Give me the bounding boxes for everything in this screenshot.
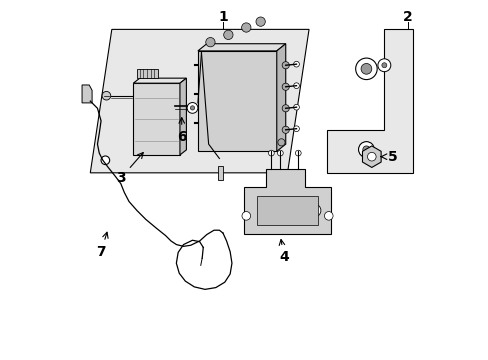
Circle shape	[282, 126, 289, 134]
Polygon shape	[198, 44, 285, 51]
Circle shape	[293, 83, 299, 89]
Circle shape	[187, 103, 198, 113]
Circle shape	[293, 126, 299, 132]
Circle shape	[360, 63, 371, 74]
Circle shape	[307, 204, 320, 217]
Polygon shape	[90, 30, 308, 173]
Polygon shape	[82, 85, 92, 103]
Polygon shape	[326, 30, 412, 173]
Circle shape	[293, 104, 299, 110]
Circle shape	[282, 83, 289, 90]
Bar	[217, 166, 222, 180]
Circle shape	[268, 150, 274, 156]
Circle shape	[242, 212, 250, 220]
Circle shape	[377, 59, 390, 72]
Text: 6: 6	[177, 118, 186, 144]
Bar	[137, 69, 158, 78]
Bar	[198, 51, 276, 151]
Polygon shape	[133, 78, 186, 83]
Circle shape	[367, 152, 375, 161]
Bar	[257, 196, 317, 225]
Circle shape	[255, 17, 265, 26]
Circle shape	[381, 63, 386, 68]
Polygon shape	[180, 78, 186, 155]
Text: 2: 2	[402, 10, 412, 24]
Circle shape	[324, 212, 332, 220]
Text: 5: 5	[387, 150, 397, 164]
Circle shape	[101, 156, 109, 165]
Circle shape	[190, 106, 194, 110]
Polygon shape	[244, 169, 330, 234]
Circle shape	[241, 23, 250, 32]
Bar	[133, 83, 180, 155]
Circle shape	[277, 150, 283, 156]
Text: 1: 1	[218, 10, 227, 24]
Text: 4: 4	[279, 239, 288, 264]
Circle shape	[265, 208, 270, 213]
Circle shape	[282, 105, 289, 112]
Circle shape	[295, 150, 301, 156]
Circle shape	[293, 61, 299, 67]
Text: 7: 7	[96, 232, 108, 259]
Circle shape	[205, 37, 215, 47]
Circle shape	[311, 208, 316, 213]
Text: 3: 3	[116, 153, 143, 185]
Circle shape	[362, 146, 369, 153]
Circle shape	[282, 62, 289, 69]
Circle shape	[355, 58, 376, 80]
Circle shape	[277, 139, 285, 146]
Circle shape	[261, 204, 274, 217]
Circle shape	[102, 91, 110, 100]
Polygon shape	[276, 44, 285, 151]
Circle shape	[358, 141, 373, 157]
Circle shape	[223, 30, 233, 40]
